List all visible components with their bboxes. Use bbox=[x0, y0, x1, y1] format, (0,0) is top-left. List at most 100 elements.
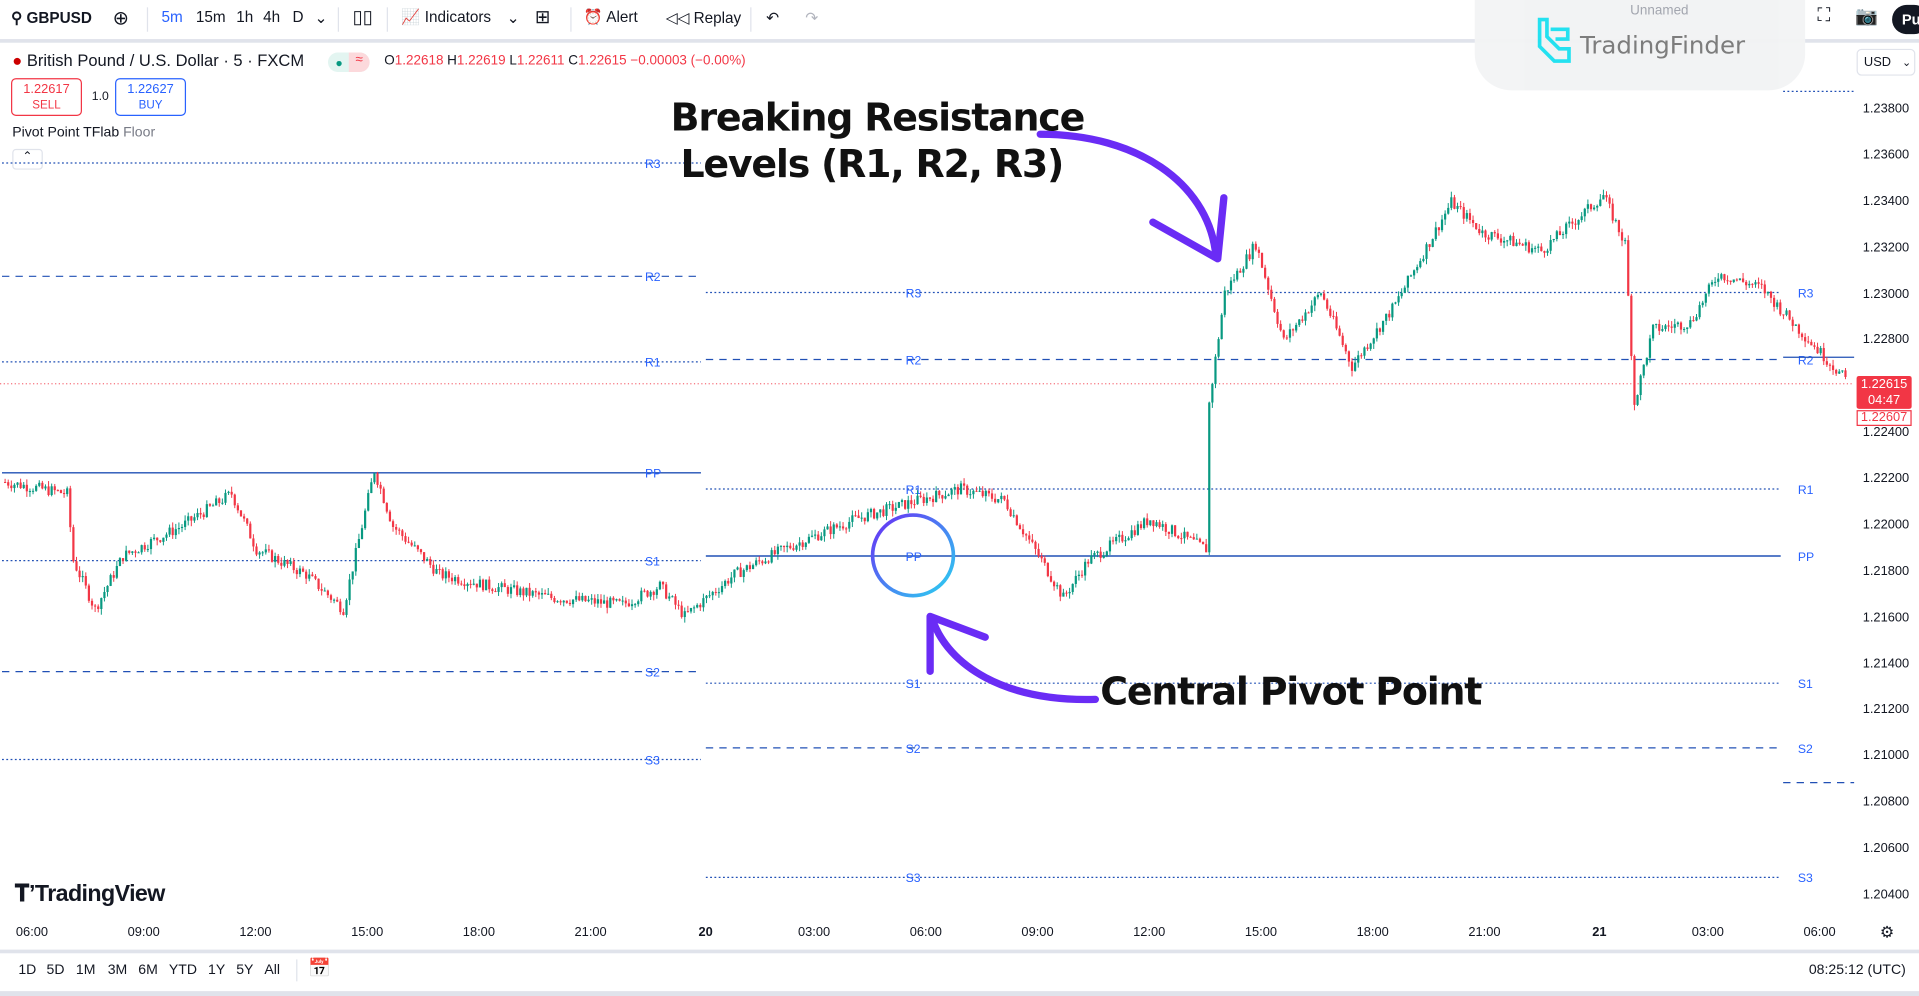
interval-1h[interactable]: 1h bbox=[236, 8, 254, 26]
time-tick: 12:00 bbox=[239, 925, 272, 940]
interval-4h[interactable]: 4h bbox=[263, 8, 281, 26]
candle bbox=[717, 587, 721, 598]
layouts-grid-icon[interactable]: ⊞ bbox=[534, 7, 551, 29]
range-5d[interactable]: 5D bbox=[46, 963, 65, 978]
candle bbox=[1208, 401, 1211, 556]
sell-button[interactable]: 1.22617 SELL bbox=[11, 78, 82, 116]
alert-button[interactable]: ⏰ Alert bbox=[584, 9, 638, 27]
indicators-button[interactable]: 📈 Indicators bbox=[401, 9, 491, 27]
pivot-label-s2: S2 bbox=[906, 742, 921, 756]
candle-body bbox=[1350, 361, 1354, 371]
candle bbox=[475, 583, 478, 592]
redo-icon[interactable]: ↷ bbox=[805, 9, 819, 27]
candle bbox=[81, 570, 84, 583]
interval-d[interactable]: D bbox=[292, 8, 304, 26]
candles-icon[interactable]: ▯▯ bbox=[352, 7, 373, 29]
candle-body bbox=[208, 504, 212, 506]
candle bbox=[606, 596, 609, 614]
goto-date-calendar-icon[interactable]: 📅 bbox=[308, 958, 332, 979]
candle bbox=[1142, 517, 1146, 530]
tradingview-logo[interactable]: 𝐓’TradingView bbox=[14, 881, 166, 907]
range-3m[interactable]: 3M bbox=[107, 963, 128, 978]
range-1d[interactable]: 1D bbox=[18, 963, 37, 978]
publish-button[interactable]: Pu bbox=[1892, 4, 1919, 35]
candle bbox=[1282, 329, 1285, 340]
indicators-chevron-down-icon[interactable]: ⌄ bbox=[506, 9, 520, 27]
candle bbox=[41, 480, 44, 490]
range-5y[interactable]: 5Y bbox=[236, 963, 254, 978]
utc-clock[interactable]: 08:25:12 (UTC) bbox=[1808, 963, 1906, 978]
settings-gear-icon[interactable]: ⚙ bbox=[1879, 922, 1895, 942]
candle-body bbox=[1639, 375, 1642, 396]
candle bbox=[1524, 238, 1527, 251]
range-1y[interactable]: 1Y bbox=[208, 963, 226, 978]
candle-body bbox=[215, 498, 218, 506]
candle-body bbox=[1487, 237, 1490, 240]
candle bbox=[1313, 296, 1316, 312]
candle-body bbox=[159, 540, 162, 542]
compare-add-icon[interactable]: ⊕ bbox=[112, 8, 130, 30]
candle bbox=[1791, 316, 1794, 332]
candle bbox=[379, 481, 382, 495]
candle-body bbox=[1490, 232, 1493, 240]
candle bbox=[1326, 298, 1329, 311]
undo-icon[interactable]: ↶ bbox=[766, 9, 779, 27]
range-6m[interactable]: 6M bbox=[138, 963, 158, 978]
interval-15m[interactable]: 15m bbox=[195, 8, 226, 26]
range-all[interactable]: All bbox=[264, 963, 280, 978]
interval-5m[interactable]: 5m bbox=[161, 8, 183, 26]
candle bbox=[50, 483, 53, 497]
candle bbox=[1332, 310, 1335, 320]
candle-body bbox=[16, 482, 19, 485]
market-status[interactable]: ● ≈ bbox=[327, 52, 370, 73]
candle bbox=[1304, 309, 1307, 326]
buy-button[interactable]: 1.22627 BUY bbox=[115, 78, 187, 116]
candle-body bbox=[1043, 558, 1046, 563]
candle bbox=[1273, 296, 1276, 313]
candle bbox=[1807, 335, 1810, 344]
candle bbox=[128, 550, 131, 555]
candle bbox=[488, 576, 491, 593]
intervals-chevron-down-icon[interactable]: ⌄ bbox=[314, 9, 328, 27]
replay-button[interactable]: ◁◁ Replay bbox=[666, 9, 741, 27]
candle bbox=[1115, 533, 1118, 545]
range-ytd[interactable]: YTD bbox=[168, 963, 198, 978]
candle-body bbox=[1689, 320, 1692, 328]
candle-body bbox=[106, 585, 109, 592]
candle-body bbox=[1583, 208, 1586, 217]
candle bbox=[1000, 492, 1003, 504]
candle bbox=[931, 495, 935, 507]
range-1m[interactable]: 1M bbox=[75, 963, 96, 978]
indicator-legend[interactable]: Pivot Point TFlab Floor bbox=[12, 125, 156, 141]
price-tick: 1.22400 bbox=[1862, 424, 1910, 440]
candle bbox=[807, 533, 811, 544]
candle bbox=[1009, 507, 1012, 517]
candle-body bbox=[953, 487, 956, 490]
candle bbox=[1596, 204, 1599, 212]
pivot-label-pp: PP bbox=[645, 467, 661, 481]
candle bbox=[677, 600, 680, 610]
currency-select[interactable]: USD ⌄ bbox=[1856, 48, 1916, 76]
candle-body bbox=[1819, 348, 1822, 354]
camera-icon[interactable]: 📷 bbox=[1855, 6, 1879, 27]
candle bbox=[602, 594, 606, 604]
candle bbox=[1375, 322, 1378, 342]
candle-body bbox=[1627, 240, 1630, 296]
candle-body bbox=[246, 518, 249, 524]
collapse-legend-chevron-up-icon[interactable]: ⌃ bbox=[12, 148, 43, 170]
order-quantity[interactable]: 1.0 bbox=[91, 90, 109, 104]
candle-body bbox=[1242, 268, 1245, 273]
candle bbox=[1686, 327, 1689, 334]
candle-body bbox=[1354, 362, 1357, 371]
symbol-search[interactable]: ⚲ GBPUSD bbox=[11, 9, 92, 27]
fullscreen-icon[interactable]: ⛶ bbox=[1817, 4, 1831, 26]
candle bbox=[274, 552, 277, 568]
candle bbox=[1406, 275, 1409, 293]
symbol-title[interactable]: British Pound / U.S. Dollar · 5 · FXCM bbox=[26, 51, 305, 70]
candle bbox=[1214, 354, 1217, 389]
layout-name[interactable]: Unnamed bbox=[1630, 3, 1689, 19]
candle bbox=[1506, 239, 1509, 247]
candle bbox=[156, 537, 159, 546]
candle-body bbox=[621, 600, 624, 602]
